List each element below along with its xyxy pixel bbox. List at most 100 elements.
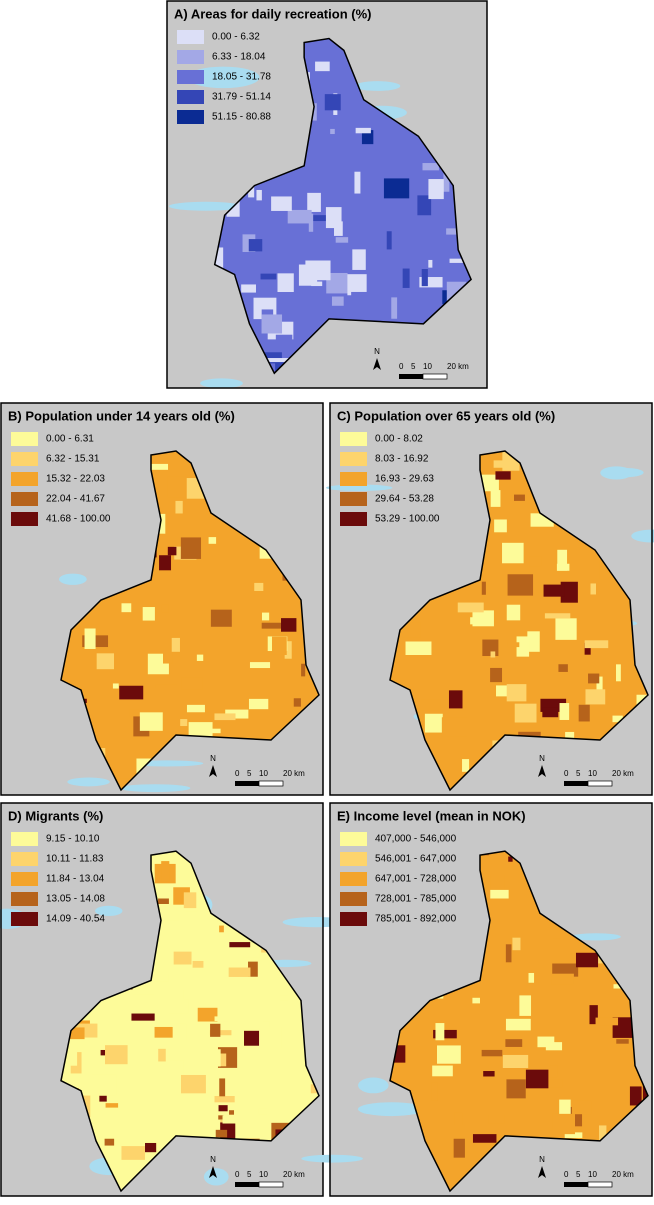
scale-bar — [258, 1181, 284, 1188]
region — [147, 973, 169, 982]
region — [223, 1079, 249, 1086]
scale-label: 0 — [399, 362, 404, 371]
scale-label: 5 — [576, 1170, 581, 1179]
north-label: N — [539, 754, 545, 763]
region — [248, 184, 255, 198]
panel-frame — [329, 402, 653, 796]
region — [454, 1112, 463, 1125]
region — [209, 1030, 232, 1036]
region — [405, 641, 432, 656]
scale-label: 20 km — [447, 362, 469, 371]
north-arrow — [538, 1166, 546, 1178]
region — [585, 689, 606, 705]
region — [121, 1146, 145, 1160]
region — [91, 1074, 117, 1096]
region — [402, 268, 410, 288]
region — [636, 694, 648, 705]
region — [352, 249, 366, 270]
region — [436, 1045, 461, 1064]
region — [417, 195, 432, 216]
region — [543, 584, 565, 597]
region — [490, 490, 501, 507]
region-border — [213, 37, 472, 375]
region — [551, 973, 574, 985]
region — [259, 1027, 282, 1049]
region — [163, 645, 173, 664]
legend-label: 0.00 - 6.31 — [46, 434, 94, 445]
region — [324, 38, 329, 50]
region — [255, 227, 263, 245]
lake — [119, 784, 191, 793]
region — [457, 602, 484, 613]
lake — [58, 573, 87, 585]
scale-label: 20 km — [283, 769, 305, 778]
legend-label: 16.93 - 29.63 — [375, 474, 434, 485]
legend-swatch — [340, 512, 367, 526]
region — [116, 778, 129, 790]
scale-label: 10 — [588, 1170, 597, 1179]
region — [361, 130, 374, 145]
region — [218, 1105, 228, 1112]
region — [108, 995, 128, 1009]
region — [183, 892, 197, 909]
region — [326, 272, 348, 294]
region — [401, 622, 421, 638]
legend-swatch — [177, 70, 204, 84]
region — [516, 636, 530, 657]
panel-frame — [166, 0, 488, 389]
north-arrow — [538, 765, 546, 777]
region — [422, 163, 439, 171]
region — [261, 314, 283, 334]
legend-swatch — [11, 832, 38, 846]
region — [217, 1053, 227, 1067]
region — [154, 1026, 173, 1038]
lake — [95, 905, 123, 917]
region — [183, 989, 190, 1000]
legend-swatch — [340, 472, 367, 486]
legend-swatch — [11, 512, 38, 526]
lake — [358, 1077, 389, 1094]
region — [431, 1082, 438, 1101]
region — [209, 1049, 221, 1067]
legend-label: 14.09 - 40.54 — [46, 914, 105, 925]
region — [449, 258, 470, 263]
region — [258, 1108, 268, 1115]
region — [433, 1029, 457, 1039]
region — [159, 555, 172, 571]
region — [391, 297, 398, 319]
legend-label: 647,001 - 728,000 — [375, 874, 457, 885]
region — [287, 209, 312, 224]
region — [448, 690, 463, 709]
region — [506, 604, 521, 621]
region — [61, 851, 319, 1191]
region — [107, 1017, 124, 1032]
scale-label: 10 — [259, 769, 268, 778]
legend-swatch — [340, 492, 367, 506]
legend-label: 6.32 - 15.31 — [46, 454, 100, 465]
legend-swatch — [340, 432, 367, 446]
region — [537, 1036, 555, 1048]
region — [351, 291, 376, 309]
region — [279, 995, 289, 1001]
region — [214, 713, 236, 721]
lake — [571, 933, 621, 941]
region — [616, 664, 621, 682]
legend-label: 51.15 - 80.88 — [212, 112, 271, 123]
region — [277, 273, 294, 293]
region — [589, 1005, 598, 1025]
scale-label: 5 — [247, 1170, 252, 1179]
region — [308, 213, 314, 232]
region — [197, 1007, 218, 1022]
region-border — [60, 850, 320, 1193]
region — [249, 662, 271, 669]
scale-label: 5 — [576, 769, 581, 778]
region — [428, 179, 444, 200]
map-panel: A) Areas for daily recreation (%) 0.00 - … — [166, 0, 488, 389]
legend-swatch — [11, 872, 38, 886]
region — [578, 704, 590, 722]
region — [260, 273, 277, 280]
region — [210, 609, 232, 627]
region — [462, 759, 470, 772]
